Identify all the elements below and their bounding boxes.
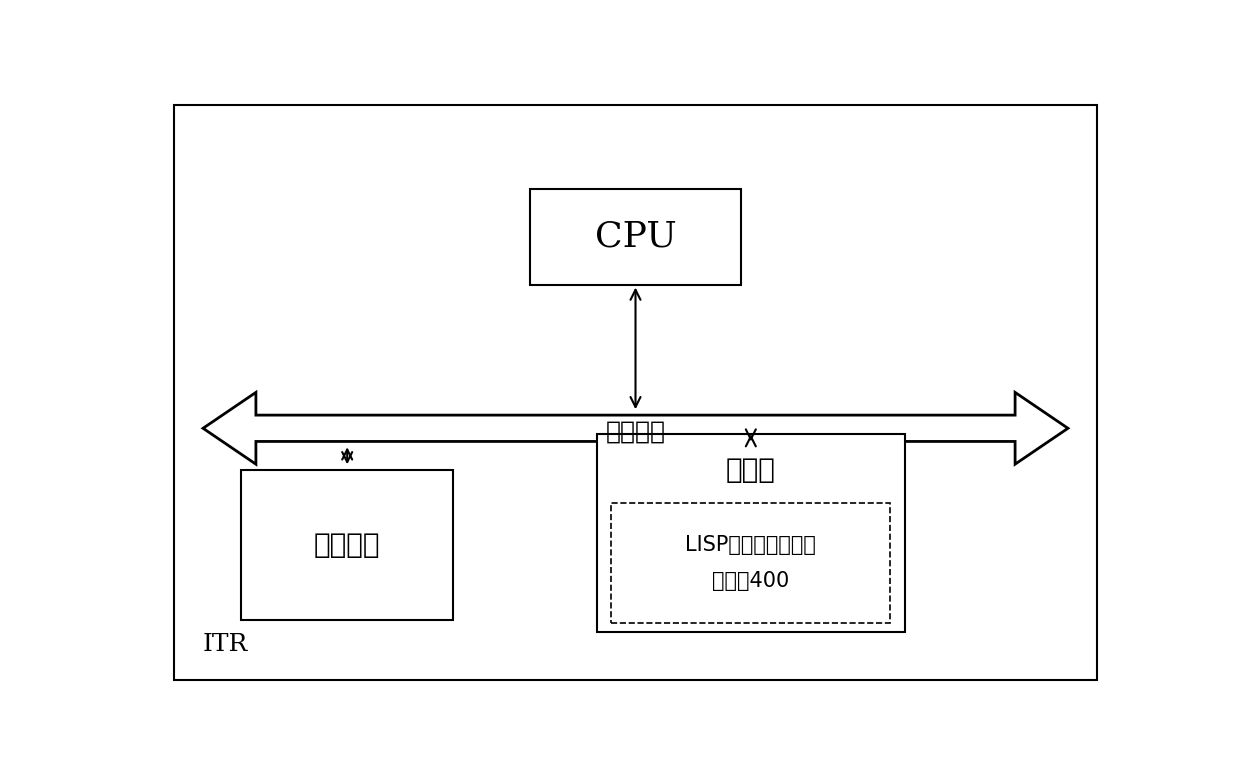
Bar xyxy=(242,470,453,620)
Text: CPU: CPU xyxy=(595,220,676,254)
Text: 现装置400: 现装置400 xyxy=(712,571,790,591)
Bar xyxy=(611,503,890,622)
Text: ITR: ITR xyxy=(203,632,248,656)
Text: 网络接口: 网络接口 xyxy=(314,531,381,559)
Text: 内部总线: 内部总线 xyxy=(605,420,666,443)
Text: 存儲器: 存儲器 xyxy=(725,456,776,484)
Text: LISP组网双归属的实: LISP组网双归属的实 xyxy=(686,535,816,555)
Bar xyxy=(596,434,904,632)
Polygon shape xyxy=(203,392,1068,464)
Bar xyxy=(529,189,742,284)
